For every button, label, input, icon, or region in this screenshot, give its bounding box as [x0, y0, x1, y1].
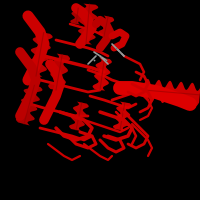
Polygon shape	[70, 8, 84, 25]
Polygon shape	[113, 102, 132, 131]
Polygon shape	[27, 32, 53, 77]
Polygon shape	[69, 102, 89, 131]
Polygon shape	[98, 16, 114, 37]
Polygon shape	[77, 4, 98, 45]
Polygon shape	[16, 84, 42, 126]
Polygon shape	[93, 58, 112, 91]
Polygon shape	[143, 79, 200, 106]
Polygon shape	[48, 54, 70, 91]
